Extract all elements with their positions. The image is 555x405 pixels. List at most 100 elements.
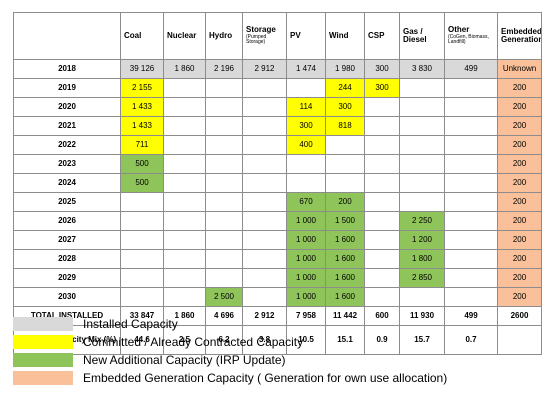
column-header: Embedded Generation	[497, 12, 542, 60]
year-cell: 2028	[13, 249, 121, 269]
value-cell	[120, 249, 164, 269]
column-header: Wind	[325, 12, 365, 60]
value-cell	[163, 211, 206, 231]
value-cell	[163, 97, 206, 117]
value-cell	[205, 154, 243, 174]
value-cell: Unknown	[497, 59, 542, 79]
table-body: 2018 39 126 1 860 2 196 2 912 1 474 1 980 300 3 …	[13, 59, 542, 355]
table-row: 2024 500 200	[13, 173, 542, 193]
column-header: CSP	[364, 12, 400, 60]
year-cell: 2026	[13, 211, 121, 231]
value-cell	[325, 135, 365, 155]
value-cell: 1 000	[286, 287, 326, 307]
value-cell: 200	[325, 192, 365, 212]
value-cell	[205, 78, 243, 98]
value-cell: 2 850	[399, 268, 445, 288]
column-header-label: Coal	[124, 30, 142, 40]
value-cell: 1 600	[325, 287, 365, 307]
column-header: Hydro	[205, 12, 243, 60]
value-cell: 200	[497, 287, 542, 307]
legend-label: Embedded Generation Capacity ( Generatio…	[83, 371, 448, 385]
value-cell	[364, 287, 400, 307]
value-cell: 1 800	[399, 249, 445, 269]
value-cell	[242, 230, 287, 250]
value-cell	[444, 211, 498, 231]
value-cell: 818	[325, 116, 365, 136]
column-header-label: CSP	[368, 30, 385, 40]
column-header: Other (CoGen, Biomass, Landfill)	[444, 12, 498, 60]
value-cell	[242, 173, 287, 193]
value-cell: 39 126	[120, 59, 164, 79]
value-cell: 300	[325, 97, 365, 117]
mix-cell	[497, 325, 542, 355]
value-cell: 1 860	[163, 59, 206, 79]
value-cell	[399, 173, 445, 193]
value-cell	[242, 78, 287, 98]
value-cell	[399, 192, 445, 212]
column-header: Gas / Diesel	[399, 12, 445, 60]
table-row: 2027 1 000 1 600 1 200 200	[13, 230, 542, 250]
table-row: 2019 2 155 244 300 200	[13, 78, 542, 98]
value-cell	[444, 287, 498, 307]
value-cell: 244	[325, 78, 365, 98]
value-cell	[364, 249, 400, 269]
value-cell	[205, 230, 243, 250]
value-cell	[444, 78, 498, 98]
value-cell	[242, 249, 287, 269]
total-row: TOTAL INSTALLED 33 847 1 860 4 696 2 912 7 95…	[13, 306, 542, 326]
value-cell	[325, 173, 365, 193]
column-header-label: Nuclear	[167, 30, 197, 40]
year-cell: 2029	[13, 268, 121, 288]
year-cell: 2021	[13, 116, 121, 136]
value-cell: 200	[497, 78, 542, 98]
value-cell	[242, 135, 287, 155]
legend-swatch	[13, 371, 73, 385]
value-cell	[444, 230, 498, 250]
value-cell	[444, 135, 498, 155]
value-cell: 1 200	[399, 230, 445, 250]
legend-swatch	[13, 353, 73, 367]
value-cell: 200	[497, 135, 542, 155]
value-cell: 200	[497, 192, 542, 212]
value-cell	[120, 211, 164, 231]
value-cell: 2 912	[242, 59, 287, 79]
value-cell: 499	[444, 59, 498, 79]
value-cell: 1 600	[325, 268, 365, 288]
value-cell: 1 980	[325, 59, 365, 79]
table-row: 2030 2 500 1 000 1 600 200	[13, 287, 542, 307]
value-cell: 114	[286, 97, 326, 117]
value-cell	[364, 211, 400, 231]
mix-cell: 44.6	[120, 325, 164, 355]
value-cell	[205, 116, 243, 136]
value-cell	[163, 268, 206, 288]
value-cell: 1 433	[120, 116, 164, 136]
value-cell	[205, 97, 243, 117]
value-cell	[286, 154, 326, 174]
table-row: 2021 1 433 300 818 200	[13, 116, 542, 136]
value-cell	[364, 116, 400, 136]
legend-item: Installed Capacity	[13, 315, 541, 333]
year-cell: 2022	[13, 135, 121, 155]
mix-cell: 6.2	[205, 325, 243, 355]
table-row: 2028 1 000 1 600 1 800 200	[13, 249, 542, 269]
value-cell	[399, 135, 445, 155]
year-cell: 2020	[13, 97, 121, 117]
table-row: 2025 670 200 200	[13, 192, 542, 212]
legend-item: Committed / Already Contracted Capacity	[13, 333, 541, 351]
header-row: Coal Nuclear Hydro Storage (Pumped Storage) P…	[13, 12, 542, 60]
value-cell	[444, 192, 498, 212]
legend: Installed Capacity Committed / Already Co…	[13, 315, 541, 387]
value-cell	[163, 135, 206, 155]
value-cell	[120, 230, 164, 250]
column-header-label: Embedded Generation	[501, 26, 542, 44]
value-cell: 500	[120, 173, 164, 193]
value-cell	[444, 116, 498, 136]
total-cell: 2600	[497, 306, 542, 326]
mix-cell: 15.1	[325, 325, 365, 355]
value-cell: 1 500	[325, 211, 365, 231]
value-cell: 300	[286, 116, 326, 136]
value-cell	[205, 173, 243, 193]
value-cell	[399, 78, 445, 98]
value-cell: 1 000	[286, 249, 326, 269]
value-cell	[364, 173, 400, 193]
